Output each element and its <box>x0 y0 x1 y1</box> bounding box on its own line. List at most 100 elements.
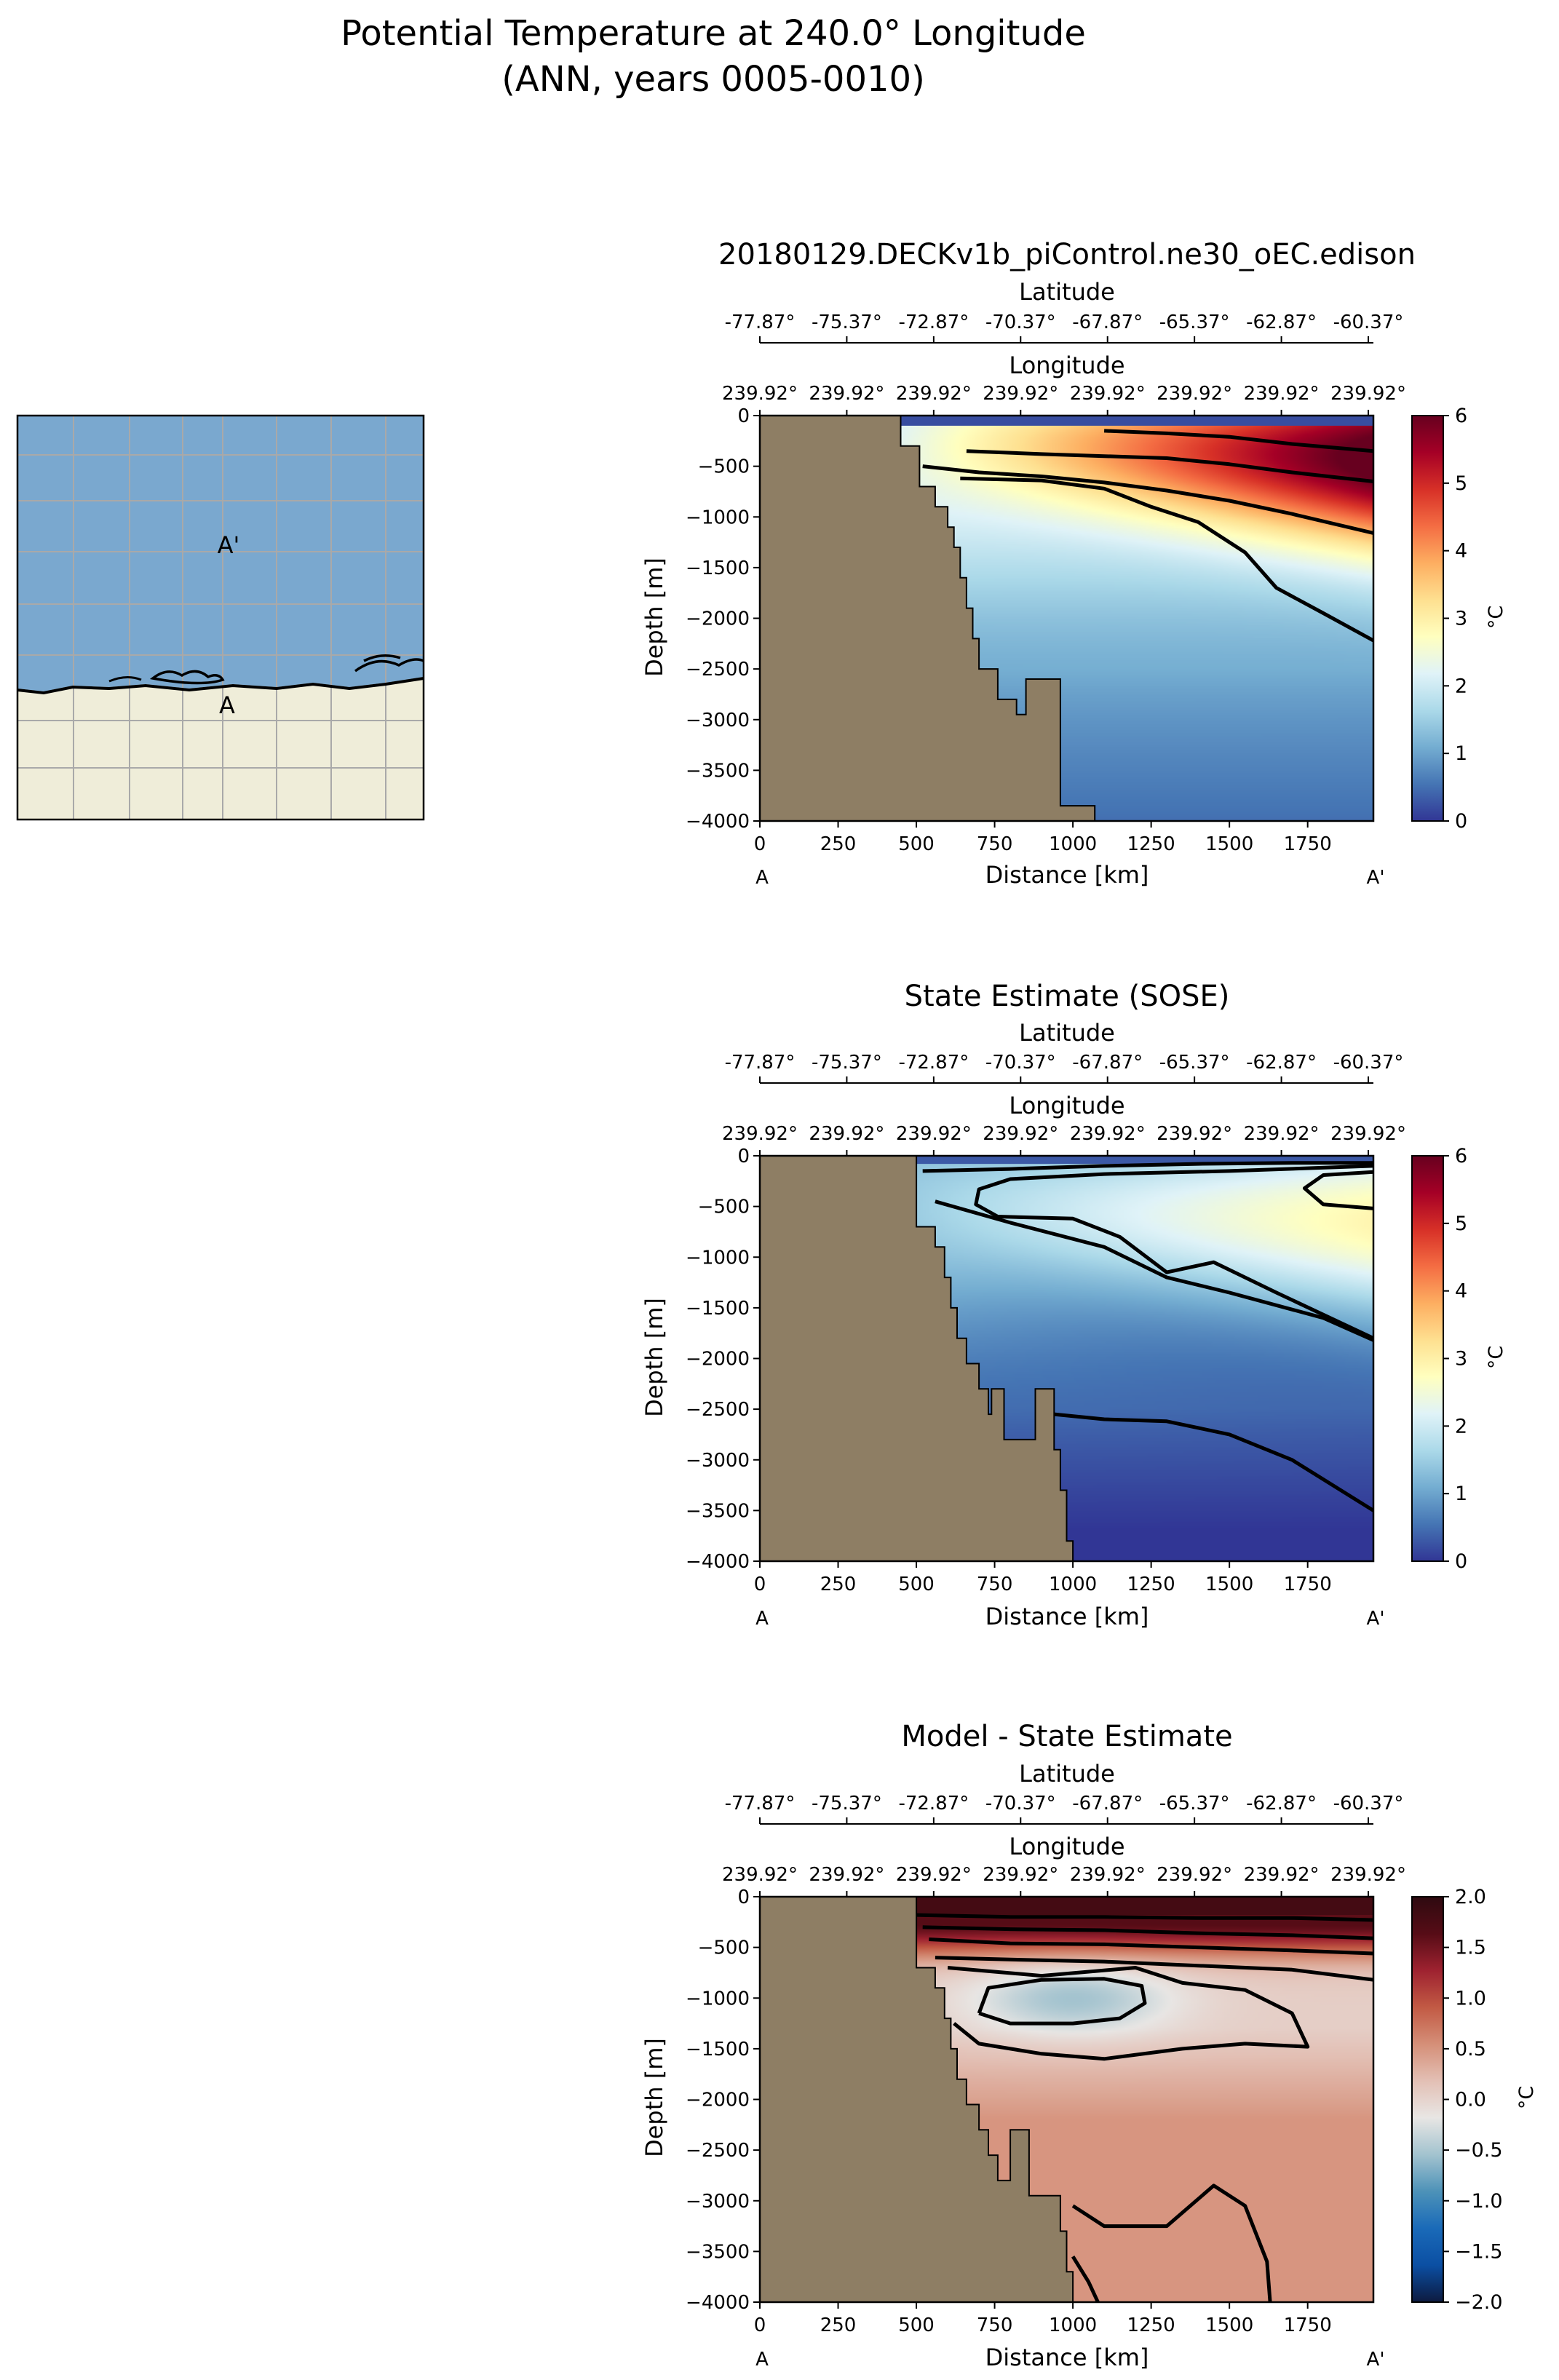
panel-title: State Estimate (SOSE) <box>905 980 1230 1013</box>
y-tick-label: −2500 <box>686 659 750 681</box>
colorbar-label: °C <box>1485 606 1507 629</box>
x-tick-label: 500 <box>898 1574 935 1595</box>
longitude-tick-label: 239.92° <box>1244 383 1320 405</box>
contour-2 <box>966 449 1373 483</box>
longitude-tick-label: 239.92° <box>896 1864 972 1886</box>
latitude-tick-label: -60.37° <box>1333 1793 1404 1814</box>
colorbar-tick-label: 0.0 <box>1455 2089 1486 2111</box>
latitude-tick-label: -77.87° <box>725 1793 796 1814</box>
longitude-tick-label: 239.92° <box>1330 1864 1406 1886</box>
latitude-tick-label: -70.37° <box>985 312 1056 333</box>
longitude-tick-label: 239.92° <box>896 1123 972 1145</box>
colorbar-tick-label: −0.5 <box>1455 2139 1503 2162</box>
panel-title: 20180129.DECKv1b_piControl.ne30_oEC.edis… <box>718 238 1416 271</box>
map-frame <box>16 414 425 821</box>
colorbar-tick-label: −1.5 <box>1455 2240 1503 2263</box>
y-tick-label: −3000 <box>686 1450 750 1472</box>
colorbar-label: °C <box>1515 2086 1538 2109</box>
latitude-tick-label: -65.37° <box>1159 1052 1230 1074</box>
latitude-tick-label: -65.37° <box>1159 1793 1230 1814</box>
latitude-tick-label: -70.37° <box>985 1052 1056 1074</box>
contour-1-5 <box>922 464 1373 535</box>
panel-model: 20180129.DECKv1b_piControl.ne30_oEC.edis… <box>640 238 1507 889</box>
x-tick-label: 500 <box>898 833 935 855</box>
latitude-tick-label: -67.87° <box>1072 312 1143 333</box>
figure-title-line2: (ANN, years 0005-0010) <box>501 59 925 100</box>
longitude-tick-label: 239.92° <box>809 1123 884 1145</box>
x-tick-label: 1500 <box>1205 2314 1253 2336</box>
section-plot <box>760 1156 1373 1561</box>
latitude-tick-label: -62.87° <box>1246 1052 1317 1074</box>
longitude-tick-labels: 239.92° 239.92° 239.92° 239.92° 239.92° 239.9… <box>722 1864 1406 1897</box>
x-tick-label: 1750 <box>1284 1574 1332 1595</box>
y-tick-label: −3500 <box>686 2241 750 2263</box>
section-end-label: A' <box>1367 1608 1385 1630</box>
map-land <box>17 677 424 820</box>
longitude-tick-label: 239.92° <box>1157 1123 1232 1145</box>
panel-state-estimate: State Estimate (SOSE) Latitude -77.87° -7… <box>640 980 1507 1630</box>
axes: 0 250 500 750 1000 1250 1500 1750 0 −500 −1000 −150… <box>686 1887 1375 2336</box>
y-tick-label: −1500 <box>686 1298 750 1320</box>
x-tick-label: 750 <box>977 833 1013 855</box>
y-tick-label: 0 <box>737 1146 750 1167</box>
x-tick-label: 1500 <box>1205 833 1253 855</box>
contour--0-25 <box>977 1977 1147 2026</box>
x-axis-label: Distance [km] <box>985 2344 1149 2371</box>
colorbar-tick-label: 3 <box>1455 1348 1467 1371</box>
latitude-tick-label: -67.87° <box>1072 1052 1143 1074</box>
colorbar-tick-label: 5 <box>1455 472 1467 495</box>
y-tick-label: −3500 <box>686 1500 750 1522</box>
latitude-axis-label: Latitude <box>1019 278 1115 306</box>
axes: 0 250 500 750 1000 1250 1500 1750 0 −500 −1000 −150… <box>686 405 1375 855</box>
figure-title-line1: Potential Temperature at 240.0° Longitud… <box>341 13 1086 54</box>
colorbar-tick-label: −2.0 <box>1455 2291 1503 2314</box>
y-tick-label: −4000 <box>686 2292 750 2314</box>
x-tick-label: 1750 <box>1284 833 1332 855</box>
latitude-tick-labels: -77.87° -75.37° -72.87° -70.37° -67.87° -65.3… <box>725 1052 1404 1084</box>
latitude-tick-label: -72.87° <box>898 1052 969 1074</box>
contour-2 <box>974 1164 1373 1340</box>
longitude-tick-label: 239.92° <box>1070 1123 1146 1145</box>
latitude-tick-label: -72.87° <box>898 1793 969 1814</box>
x-tick-label: 1250 <box>1127 1574 1175 1595</box>
contour-0-5 <box>1071 2183 1272 2302</box>
colorbar-tick-label: −1.0 <box>1455 2190 1503 2213</box>
latitude-tick-label: -75.37° <box>812 312 882 333</box>
colorbar-tick-label: 6 <box>1455 1145 1467 1167</box>
latitude-tick-labels: -77.87° -75.37° -72.87° -70.37° -67.87° -65.3… <box>725 312 1404 344</box>
x-tick-label: 1500 <box>1205 1574 1253 1595</box>
longitude-tick-label: 239.92° <box>1157 383 1232 405</box>
contour-0-75 <box>929 1937 1373 1956</box>
y-tick-label: −2500 <box>686 1399 750 1421</box>
longitude-tick-label: 239.92° <box>722 1864 798 1886</box>
y-tick-label: −4000 <box>686 811 750 833</box>
colorbar-gradient <box>1411 1155 1444 1562</box>
latitude-tick-label: -60.37° <box>1333 312 1404 333</box>
x-tick-label: 0 <box>754 1574 766 1595</box>
contour-1 <box>922 1925 1373 1940</box>
latitude-tick-label: -60.37° <box>1333 1052 1404 1074</box>
colorbar-tick-label: 1.5 <box>1455 1937 1486 1959</box>
contour-1-5 <box>916 1913 1373 1922</box>
colorbar: 0 1 2 3 4 5 6 <box>1411 405 1467 833</box>
colorbar-tick-label: 1 <box>1455 742 1467 765</box>
longitude-tick-label: 239.92° <box>1330 383 1406 405</box>
y-tick-label: −1000 <box>686 1988 750 2010</box>
longitude-tick-label: 239.92° <box>1244 1123 1320 1145</box>
colorbar-tick-label: 5 <box>1455 1213 1467 1235</box>
longitude-tick-label: 239.92° <box>983 383 1058 405</box>
latitude-tick-labels: -77.87° -75.37° -72.87° -70.37° -67.87° -65.3… <box>725 1793 1404 1825</box>
map-coastline-islands-west <box>108 676 142 683</box>
y-tick-label: −1000 <box>686 1247 750 1269</box>
x-axis-label: Distance [km] <box>985 1603 1149 1630</box>
contour-3 <box>1103 429 1373 453</box>
colorbar-gradient <box>1411 1896 1444 2303</box>
latitude-tick-label: -72.87° <box>898 312 969 333</box>
x-tick-label: 250 <box>820 1574 857 1595</box>
y-tick-label: −2000 <box>686 608 750 630</box>
map-coastline-islands-east <box>354 654 424 673</box>
map-coastline-islands <box>149 670 225 685</box>
y-tick-label: −500 <box>698 1197 750 1218</box>
section-plot <box>760 416 1373 821</box>
